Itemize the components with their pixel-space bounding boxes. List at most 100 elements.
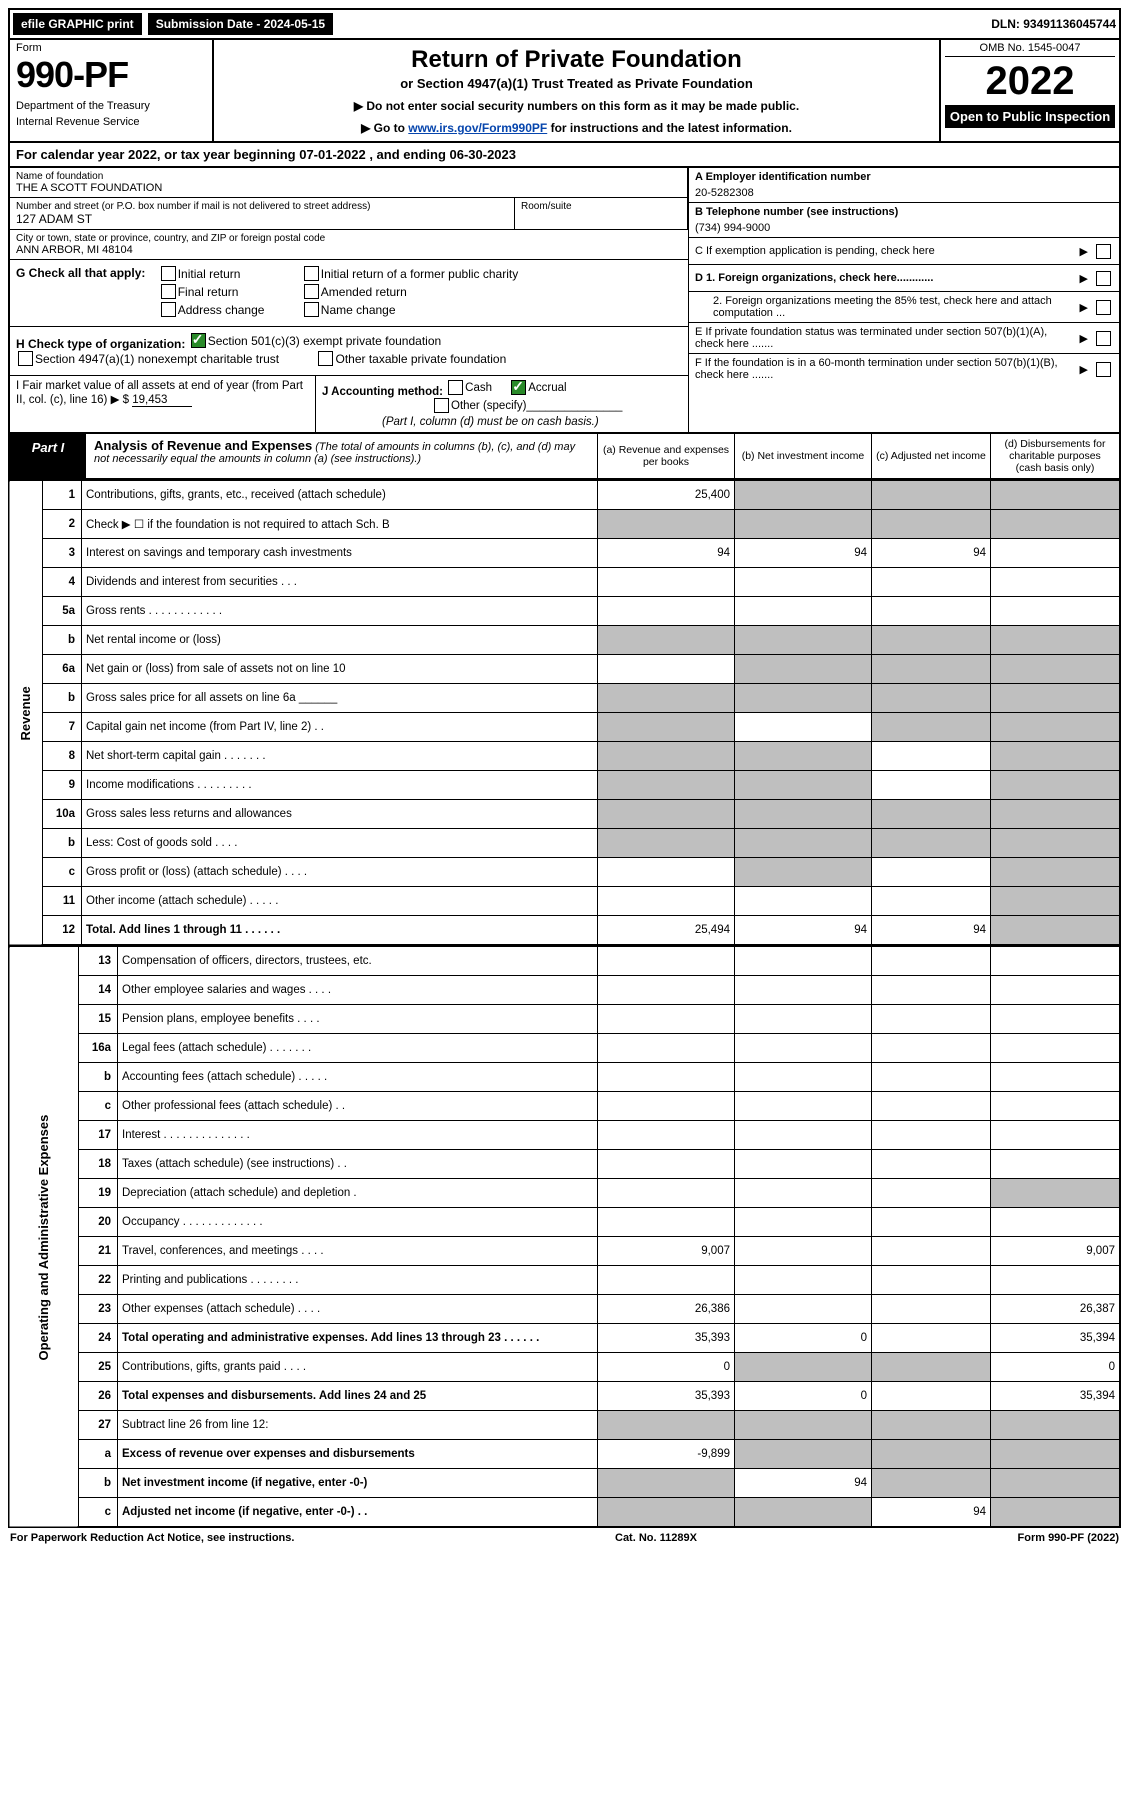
cell: b <box>79 1469 118 1498</box>
cell: 14 <box>79 976 118 1005</box>
line-desc: Gross sales price for all assets on line… <box>82 684 598 713</box>
cell <box>991 800 1121 829</box>
cell <box>991 916 1121 946</box>
table-row: 19Depreciation (attach schedule) and dep… <box>9 1179 1120 1208</box>
ein-label: A Employer identification number <box>695 171 1113 183</box>
header-right: OMB No. 1545-0047 2022 Open to Public In… <box>939 40 1119 141</box>
col-a-header: (a) Revenue and expenses per books <box>597 434 734 478</box>
cell: 17 <box>79 1121 118 1150</box>
line-desc: Capital gain net income (from Part IV, l… <box>82 713 598 742</box>
cell: 94 <box>872 539 991 568</box>
line-desc: Total expenses and disbursements. Add li… <box>118 1382 598 1411</box>
cell <box>991 1005 1121 1034</box>
checkbox-60month[interactable] <box>1096 362 1111 377</box>
form-note2: ▶ Go to www.irs.gov/Form990PF for instru… <box>224 121 929 135</box>
line-desc: Pension plans, employee benefits . . . . <box>118 1005 598 1034</box>
cell <box>991 481 1121 510</box>
checkbox-501c3[interactable] <box>191 333 206 348</box>
cell <box>872 947 991 976</box>
line-desc: Gross profit or (loss) (attach schedule)… <box>82 858 598 887</box>
cell: 1 <box>43 481 82 510</box>
cell <box>598 1266 735 1295</box>
cell <box>872 510 991 539</box>
line-desc: Gross sales less returns and allowances <box>82 800 598 829</box>
checkbox-amended-return[interactable] <box>304 284 319 299</box>
cell: 5a <box>43 597 82 626</box>
line-desc: Depreciation (attach schedule) and deple… <box>118 1179 598 1208</box>
cell <box>735 1150 872 1179</box>
checkbox-exemption-pending[interactable] <box>1096 244 1111 259</box>
cell <box>598 684 735 713</box>
cell <box>735 1034 872 1063</box>
checkbox-other-taxable[interactable] <box>318 351 333 366</box>
cell <box>735 597 872 626</box>
line-desc: Adjusted net income (if negative, enter … <box>118 1498 598 1528</box>
line-desc: Net rental income or (loss) <box>82 626 598 655</box>
cell <box>991 1034 1121 1063</box>
cell <box>872 481 991 510</box>
cell <box>872 684 991 713</box>
checkbox-initial-former-public[interactable] <box>304 266 319 281</box>
cell <box>598 1034 735 1063</box>
cell: 7 <box>43 713 82 742</box>
cell: 18 <box>79 1150 118 1179</box>
ein-value: 20-5282308 <box>695 187 1113 199</box>
cell: 24 <box>79 1324 118 1353</box>
table-row: 8Net short-term capital gain . . . . . .… <box>9 742 1120 771</box>
form-note1: ▶ Do not enter social security numbers o… <box>224 99 929 113</box>
cell <box>735 1092 872 1121</box>
form990pf-link[interactable]: www.irs.gov/Form990PF <box>408 121 547 135</box>
table-row: aExcess of revenue over expenses and dis… <box>9 1440 1120 1469</box>
topbar: efile GRAPHIC print Submission Date - 20… <box>8 8 1121 40</box>
cell <box>735 655 872 684</box>
opex-table: Operating and Administrative Expenses13C… <box>8 946 1121 1528</box>
table-row: 4Dividends and interest from securities … <box>9 568 1120 597</box>
checkbox-foreign-org[interactable] <box>1096 271 1111 286</box>
cell <box>598 655 735 684</box>
cell <box>872 1034 991 1063</box>
line-desc: Other income (attach schedule) . . . . . <box>82 887 598 916</box>
cell <box>991 1092 1121 1121</box>
col-c-header: (c) Adjusted net income <box>871 434 990 478</box>
cell: 94 <box>598 539 735 568</box>
table-row: 23Other expenses (attach schedule) . . .… <box>9 1295 1120 1324</box>
cell: 19 <box>79 1179 118 1208</box>
dept-irs: Internal Revenue Service <box>16 116 206 128</box>
line-desc: Less: Cost of goods sold . . . . <box>82 829 598 858</box>
room-label: Room/suite <box>521 201 681 212</box>
cell <box>735 684 872 713</box>
line-desc: Taxes (attach schedule) (see instruction… <box>118 1150 598 1179</box>
side-label: Revenue <box>9 481 43 946</box>
table-row: cGross profit or (loss) (attach schedule… <box>9 858 1120 887</box>
cell <box>735 1266 872 1295</box>
cell <box>598 858 735 887</box>
checkbox-accrual[interactable] <box>511 380 526 395</box>
cell: 23 <box>79 1295 118 1324</box>
cell <box>991 1063 1121 1092</box>
checkbox-initial-return[interactable] <box>161 266 176 281</box>
cell <box>872 1208 991 1237</box>
checkbox-4947a1[interactable] <box>18 351 33 366</box>
cell <box>598 1498 735 1528</box>
cell <box>735 568 872 597</box>
cell: 0 <box>735 1382 872 1411</box>
cell <box>735 771 872 800</box>
cell <box>991 1266 1121 1295</box>
checkbox-foreign-85pct[interactable] <box>1096 300 1111 315</box>
footer-left: For Paperwork Reduction Act Notice, see … <box>10 1532 294 1544</box>
cell <box>735 887 872 916</box>
revenue-table: Revenue1Contributions, gifts, grants, et… <box>8 480 1121 946</box>
checkbox-cash[interactable] <box>448 380 463 395</box>
checkbox-status-terminated[interactable] <box>1096 331 1111 346</box>
cell <box>872 1411 991 1440</box>
checkbox-name-change[interactable] <box>304 302 319 317</box>
dln: DLN: 93491136045744 <box>991 17 1116 31</box>
cell: 6a <box>43 655 82 684</box>
checkbox-other-method[interactable] <box>434 398 449 413</box>
cell: 9 <box>43 771 82 800</box>
cell: 26 <box>79 1382 118 1411</box>
line-desc: Other professional fees (attach schedule… <box>118 1092 598 1121</box>
checkbox-address-change[interactable] <box>161 302 176 317</box>
cell: 94 <box>735 539 872 568</box>
checkbox-final-return[interactable] <box>161 284 176 299</box>
